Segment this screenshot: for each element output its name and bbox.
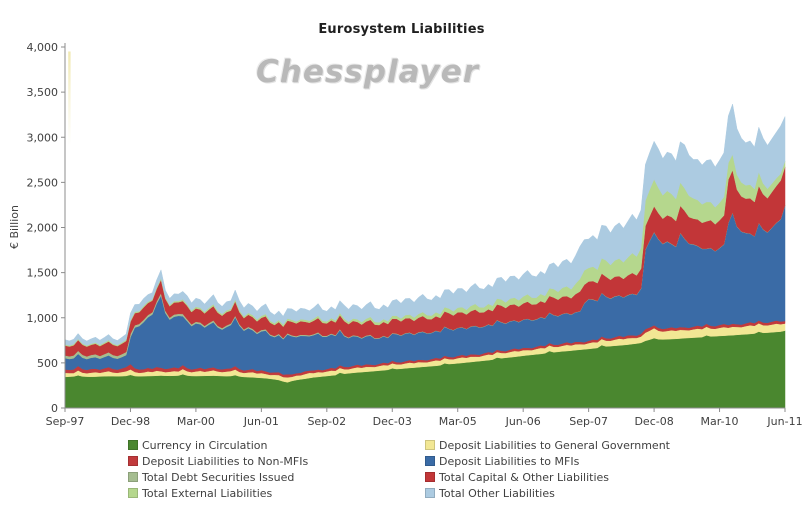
legend-label: Deposit Liabilities to General Governmen… — [439, 439, 670, 452]
stacked-area-chart: 0 500 1,000 1,500 2,000 2,500 3,000 3,500 4,000 S… — [8, 41, 803, 428]
y-tick-label: 1,000 — [27, 312, 59, 325]
legend-label: Currency in Circulation — [142, 439, 268, 452]
y-axis-title: € Billion — [8, 205, 21, 249]
axes — [61, 43, 786, 412]
legend-label: Total Debt Securities Issued — [142, 471, 295, 484]
legend-swatch — [128, 456, 138, 466]
y-tick-label: 2,500 — [27, 176, 59, 189]
legend-item-deposit-liabilities-to-non-mfis: Deposit Liabilities to Non-MFIs — [128, 454, 308, 470]
y-tick-label: 0 — [51, 402, 58, 415]
chart-title: Eurosystem Liabilities — [318, 22, 485, 37]
x-tick-label: Jun-01 — [243, 415, 279, 428]
legend-swatch — [128, 488, 138, 498]
legend-item-total-other-liabilities: Total Other Liabilities — [425, 486, 670, 502]
legend-item-deposit-liabilities-to-mfis: Deposit Liabilities to MFIs — [425, 454, 670, 470]
artifact-spike-line — [68, 51, 71, 147]
legend-label: Deposit Liabilities to MFIs — [439, 455, 580, 468]
y-tick-label: 3,500 — [27, 86, 59, 99]
legend-item-currency-in-circulation: Currency in Circulation — [128, 438, 308, 454]
legend-swatch — [425, 488, 435, 498]
y-tick-label: 500 — [37, 357, 58, 370]
x-tick-label: Dec-03 — [373, 415, 412, 428]
x-tick-label: Jun-06 — [505, 415, 541, 428]
x-tick-label: Dec-98 — [111, 415, 150, 428]
legend-column-right: Deposit Liabilities to General Governmen… — [425, 438, 670, 502]
x-tick-label: Sep-97 — [46, 415, 85, 428]
legend-label: Total Capital & Other Liabilities — [439, 471, 610, 484]
x-tick-label: Sep-02 — [307, 415, 346, 428]
data-artifact-spike — [68, 51, 71, 147]
area-series-7 — [64, 103, 786, 346]
legend-swatch — [425, 440, 435, 450]
legend-column-left: Currency in Circulation Deposit Liabiliti… — [128, 438, 308, 502]
legend-label: Deposit Liabilities to Non-MFIs — [142, 455, 309, 468]
y-tick-label: 1,500 — [27, 267, 59, 280]
legend-swatch — [128, 440, 138, 450]
legend-item-total-debt-securities-issued: Total Debt Securities Issued — [128, 470, 308, 486]
x-tick-label: Mar-10 — [701, 415, 739, 428]
x-tick-label: Sep-07 — [569, 415, 608, 428]
y-tick-label: 2,000 — [27, 222, 59, 235]
legend-swatch — [425, 472, 435, 482]
legend-swatch — [128, 472, 138, 482]
legend-swatch — [425, 456, 435, 466]
watermark-text: Chessplayer — [256, 54, 480, 90]
x-tick-label: Mar-05 — [439, 415, 477, 428]
y-tick-label: 4,000 — [27, 41, 59, 54]
legend-label: Total External Liabilities — [142, 487, 273, 500]
plot-area — [64, 103, 786, 409]
axis-tick-labels: 0 500 1,000 1,500 2,000 2,500 3,000 3,500 4,000 S… — [27, 41, 803, 428]
x-tick-label: Mar-00 — [177, 415, 215, 428]
legend-item-total-capital-other-liabilities: Total Capital & Other Liabilities — [425, 470, 670, 486]
x-tick-label: Jun-11 — [766, 415, 802, 428]
y-tick-label: 3,000 — [27, 131, 59, 144]
legend-item-deposit-liabilities-to-general-government: Deposit Liabilities to General Governmen… — [425, 438, 670, 454]
x-tick-label: Dec-08 — [634, 415, 673, 428]
legend-item-total-external-liabilities: Total External Liabilities — [128, 486, 308, 502]
legend-label: Total Other Liabilities — [439, 487, 555, 500]
